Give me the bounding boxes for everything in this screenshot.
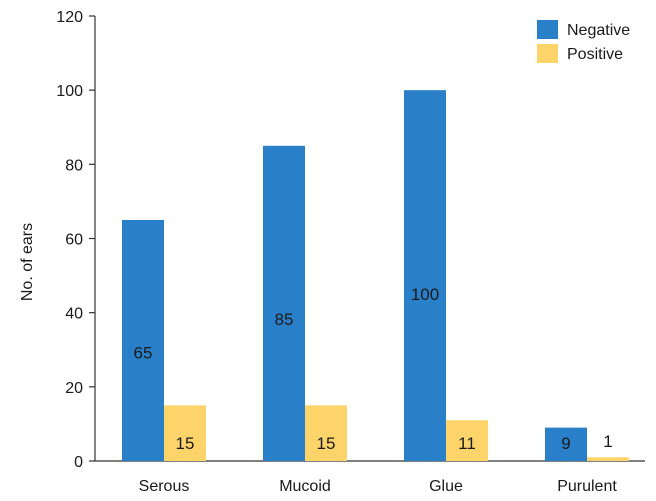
bar-positive-serous <box>164 405 206 461</box>
x-tick-label: Serous <box>139 478 190 495</box>
x-tick-label: Purulent <box>557 478 617 495</box>
legend-label-negative: Negative <box>567 22 630 39</box>
bar-positive-purulent <box>587 457 629 461</box>
data-label: 11 <box>458 434 476 453</box>
y-tick-label: 60 <box>65 232 83 249</box>
legend: Negative Positive <box>537 20 630 63</box>
bar-negative-serous <box>122 219 164 461</box>
legend-swatch-positive <box>537 44 558 63</box>
y-tick-label: 40 <box>65 306 83 323</box>
data-label: 85 <box>275 310 294 329</box>
bar-negative-purulent <box>545 427 587 461</box>
y-tick-label: 0 <box>74 454 83 471</box>
y-tick-label: 80 <box>65 157 83 174</box>
y-tick-label: 120 <box>56 9 83 26</box>
bar-positive-mucoid <box>305 405 347 461</box>
legend-label-positive: Positive <box>567 46 623 63</box>
x-tick-label: Glue <box>429 478 463 495</box>
legend-swatch-negative <box>537 20 558 39</box>
y-tick-label: 20 <box>65 380 83 397</box>
data-label: 15 <box>176 434 195 453</box>
data-label: 9 <box>561 434 570 453</box>
data-label: 100 <box>411 285 439 304</box>
plot-area: 0204060801001206515Serous8515Mucoid10011… <box>56 9 645 495</box>
data-label: 15 <box>317 434 336 453</box>
bar-negative-glue <box>404 90 446 462</box>
y-tick-label: 100 <box>56 83 83 100</box>
bar-positive-glue <box>446 420 488 461</box>
y-axis-title: No. of ears <box>19 223 36 301</box>
x-tick-label: Mucoid <box>279 478 331 495</box>
bar-negative-mucoid <box>263 145 305 461</box>
data-label: 65 <box>134 344 153 363</box>
data-label: 1 <box>603 432 612 451</box>
